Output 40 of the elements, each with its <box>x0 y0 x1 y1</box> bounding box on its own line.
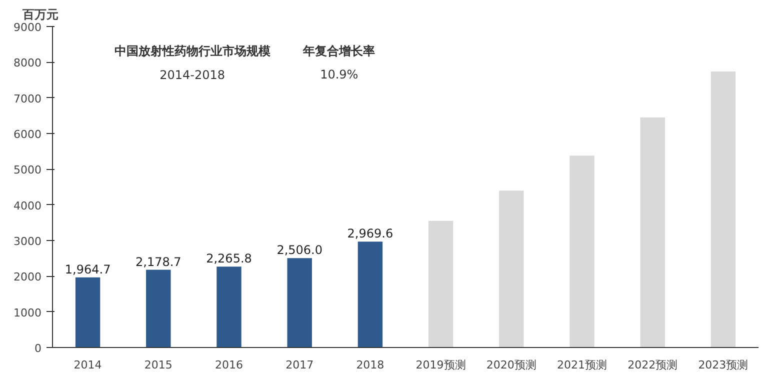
y-tick-label: 8000 <box>14 56 42 70</box>
y-tick-label: 9000 <box>14 21 42 34</box>
y-tick-label: 5000 <box>14 164 42 177</box>
x-tick-label: 2018 <box>356 358 384 372</box>
data-label: 2,265.8 <box>206 252 252 266</box>
bar <box>287 258 312 348</box>
x-tick-label: 2014 <box>74 358 102 372</box>
annotation: 10.9% <box>320 68 358 82</box>
bar <box>216 266 242 348</box>
bar <box>75 277 100 348</box>
x-tick-label: 2020预测 <box>486 358 536 372</box>
x-tick-label: 2019预测 <box>416 358 466 372</box>
bar <box>358 242 383 348</box>
y-tick-label: 4000 <box>14 199 42 212</box>
annotation: 2014-2018 <box>160 68 226 82</box>
bar <box>640 117 665 348</box>
x-tick-label: 2023预测 <box>698 358 748 372</box>
bar <box>499 190 524 348</box>
y-tick-label: 0 <box>34 342 42 355</box>
data-label: 2,969.6 <box>347 226 394 241</box>
bar <box>710 71 736 348</box>
x-tick-label: 2021预测 <box>557 358 608 372</box>
y-tick-label: 3000 <box>14 235 42 248</box>
data-label: 1,964.7 <box>64 262 111 276</box>
annotation: 年复合增长率 <box>302 44 376 58</box>
bar <box>570 156 594 348</box>
bar <box>146 270 171 348</box>
data-label: 2,506.0 <box>276 243 323 258</box>
y-tick-label: 7000 <box>14 92 42 106</box>
x-tick-label: 2016 <box>215 358 244 372</box>
bar <box>428 220 454 348</box>
annotation: 中国放射性药物行业市场规模 <box>114 44 270 58</box>
y-tick-label: 2000 <box>14 270 42 284</box>
y-tick-label: 6000 <box>14 128 42 141</box>
y-tick-label: 1000 <box>14 306 42 320</box>
x-tick-label: 2017 <box>286 358 314 372</box>
data-label: 2,178.7 <box>136 254 182 269</box>
x-tick-label: 2022预测 <box>628 358 678 372</box>
y-axis-title: 百万元 <box>22 8 58 22</box>
x-tick-label: 2015 <box>144 358 172 372</box>
